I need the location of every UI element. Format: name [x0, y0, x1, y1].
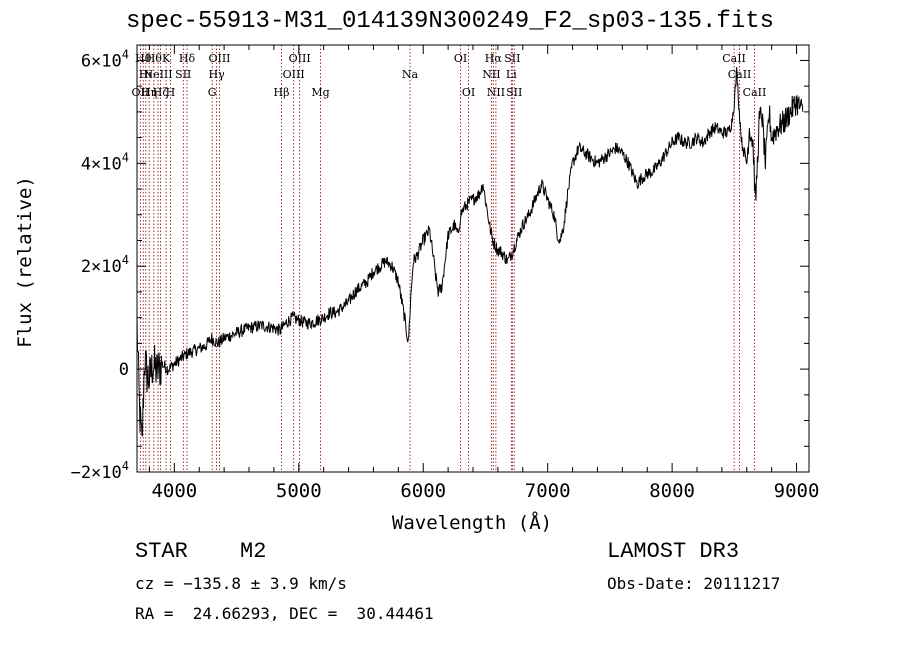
line-label: SII	[506, 86, 522, 99]
x-tick-label: 7000	[525, 480, 571, 502]
spectrum-line	[136, 67, 804, 437]
line-label: NeIII	[143, 68, 172, 81]
y-axis-label: Flux (relative)	[14, 176, 36, 348]
x-axis-label: Wavelength (Å)	[392, 511, 552, 534]
x-tick-label: 6000	[400, 480, 446, 502]
y-tick-label: 2×104	[81, 253, 129, 277]
line-label: OIII	[289, 52, 311, 65]
line-label: K	[162, 52, 171, 65]
observation-date: Obs-Date: 20111217	[607, 574, 781, 593]
line-label: Hη	[141, 86, 157, 99]
redshift-cz: cz = −135.8 ± 3.9 km/s	[135, 574, 347, 593]
line-label: OIII	[283, 68, 305, 81]
line-label: OI	[462, 86, 475, 99]
line-label: NII	[487, 86, 505, 99]
line-label: NII	[482, 68, 500, 81]
y-tick-label: 0	[119, 360, 129, 380]
chart-title: spec-55913-M31_014139N300249_F2_sp03-135…	[125, 8, 775, 35]
line-label: Na	[402, 68, 419, 81]
x-tick-label: 4000	[151, 480, 197, 502]
x-tick-label: 5000	[276, 480, 322, 502]
line-label: CaII	[743, 86, 767, 99]
x-tick-label: 9000	[774, 480, 820, 502]
line-label: Hβ	[274, 86, 290, 99]
line-label: Li	[506, 68, 517, 81]
line-label: H	[166, 86, 176, 99]
line-label: SII	[175, 68, 191, 81]
line-label: Hζ	[153, 86, 169, 99]
coordinates: RA = 24.66293, DEC = 30.44461	[135, 604, 434, 623]
line-label: OI	[454, 52, 467, 65]
line-label: OIII	[208, 52, 230, 65]
y-tick-label: −2×104	[71, 459, 129, 483]
object-class: STAR	[135, 539, 188, 564]
line-label: Hι	[139, 68, 153, 81]
line-label: Hα	[485, 52, 503, 65]
line-label: SII	[504, 52, 520, 65]
line-label: OII	[132, 86, 150, 99]
survey-name: LAMOST DR3	[607, 539, 740, 564]
x-tick-label: 8000	[649, 480, 695, 502]
line-label: Hθ	[135, 52, 152, 65]
y-tick-label: 6×104	[81, 47, 129, 71]
y-tick-label: 4×104	[81, 150, 129, 174]
line-label: Mg	[311, 86, 329, 99]
line-label: Hθ	[146, 52, 163, 65]
line-label: Hγ	[209, 68, 226, 81]
plot-frame	[136, 44, 810, 473]
line-label: CaII	[722, 52, 746, 65]
object-subclass: M2	[240, 539, 267, 564]
line-label: G	[208, 86, 217, 99]
line-label: CaII	[728, 68, 752, 81]
line-label: Hδ	[179, 52, 196, 65]
